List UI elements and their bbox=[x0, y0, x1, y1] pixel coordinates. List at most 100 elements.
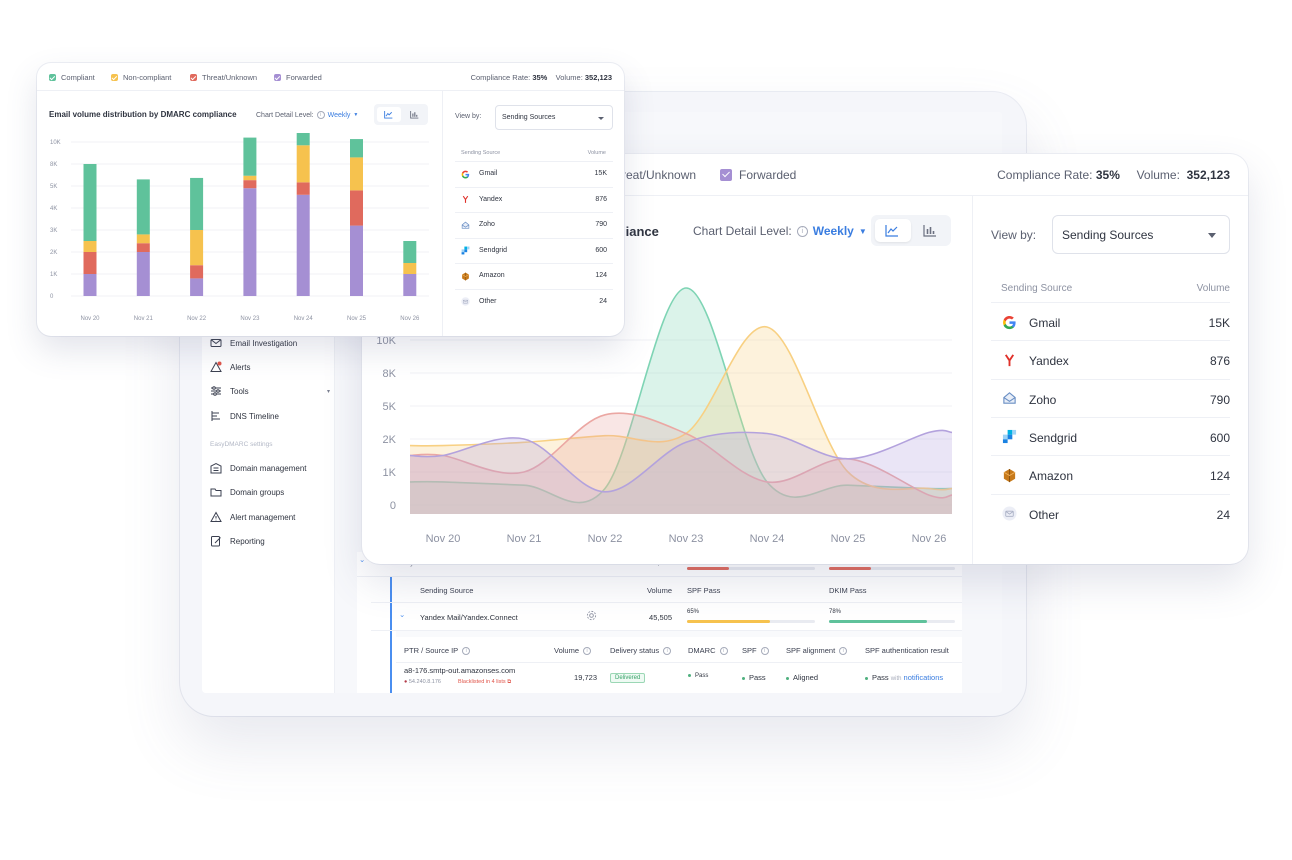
bar-segment[interactable] bbox=[350, 139, 363, 158]
source-row-yandex[interactable]: Yandex 876 bbox=[455, 186, 613, 213]
view-by-select[interactable]: Sending Sources bbox=[495, 105, 613, 130]
bar-segment[interactable] bbox=[136, 234, 150, 244]
source-row-amazon[interactable]: Amazon 124 bbox=[991, 455, 1230, 493]
source-name: Amazon bbox=[479, 272, 505, 279]
bar-segment[interactable] bbox=[243, 180, 257, 189]
chevron-down-icon[interactable]: ▼ bbox=[858, 226, 867, 236]
mail-icon bbox=[1001, 506, 1017, 522]
table-row[interactable]: ⌄ Yandex Mail/Yandex.Connect 45,505 65% … bbox=[371, 603, 962, 631]
checkbox-icon[interactable] bbox=[720, 169, 732, 181]
line-chart-icon bbox=[384, 110, 393, 119]
bar-segment[interactable] bbox=[243, 188, 257, 296]
source-row-yandex[interactable]: Yandex 876 bbox=[991, 340, 1230, 378]
sidebar-item-alerts[interactable]: Alerts bbox=[210, 358, 330, 376]
bar-segment[interactable] bbox=[83, 274, 97, 296]
sidebar-item-domain-management[interactable]: Domain management bbox=[210, 459, 330, 477]
bar-segment[interactable] bbox=[403, 274, 417, 296]
info-icon[interactable]: i bbox=[760, 647, 769, 656]
bar-segment[interactable] bbox=[296, 133, 310, 146]
chevron-down-icon[interactable]: ▼ bbox=[353, 112, 359, 118]
bar-segment[interactable] bbox=[136, 179, 150, 235]
source-row-zoho[interactable]: Zoho 790 bbox=[991, 378, 1230, 417]
source-row-zoho[interactable]: Zoho 790 bbox=[455, 212, 613, 238]
sidebar-item-alert-management[interactable]: Alert management bbox=[210, 508, 330, 526]
bar-segment[interactable] bbox=[243, 137, 257, 176]
bar-segment[interactable] bbox=[190, 278, 204, 296]
bar-segment[interactable] bbox=[136, 243, 150, 252]
legend-threat[interactable]: Threat/Unknown bbox=[190, 73, 257, 82]
bar-chart-icon[interactable] bbox=[923, 224, 937, 237]
sidebar-item-tools[interactable]: Tools ▾ bbox=[210, 382, 330, 400]
source-row-gmail[interactable]: Gmail 15K bbox=[455, 161, 613, 187]
sidebar-item-label: DNS Timeline bbox=[230, 411, 279, 421]
series-line[interactable] bbox=[409, 429, 953, 493]
sidebar-item-domain-groups[interactable]: Domain groups bbox=[210, 483, 330, 501]
checkbox-icon[interactable] bbox=[274, 74, 281, 81]
bar-segment[interactable] bbox=[350, 225, 363, 296]
checkbox-icon[interactable] bbox=[49, 74, 56, 81]
bar-segment[interactable] bbox=[83, 241, 97, 252]
view-by-select[interactable]: Sending Sources bbox=[1052, 215, 1230, 254]
info-icon[interactable]: i bbox=[316, 111, 325, 119]
bar-segment[interactable] bbox=[403, 263, 417, 274]
bar-segment[interactable] bbox=[243, 175, 257, 181]
sidebar-item-email-investigation[interactable]: Email Investigation bbox=[210, 334, 330, 352]
series-line[interactable] bbox=[409, 326, 953, 491]
legend-forwarded[interactable]: Forwarded bbox=[720, 168, 796, 182]
chevron-down-icon[interactable]: ⌄ bbox=[399, 610, 406, 619]
bar-segment[interactable] bbox=[296, 145, 310, 183]
info-icon[interactable]: i bbox=[839, 647, 848, 656]
checkbox-icon[interactable] bbox=[111, 74, 118, 81]
source-volume: 24 bbox=[599, 297, 607, 305]
legend-threat[interactable]: reat/Unknown bbox=[622, 168, 696, 182]
bar-segment[interactable] bbox=[350, 190, 363, 226]
info-icon[interactable]: i bbox=[663, 647, 672, 656]
bar-segment[interactable] bbox=[83, 164, 97, 241]
gear-icon[interactable] bbox=[586, 610, 597, 623]
checkbox-icon[interactable] bbox=[190, 74, 197, 81]
info-icon[interactable]: i bbox=[719, 647, 728, 656]
series-line[interactable] bbox=[409, 412, 953, 499]
blacklist-link[interactable]: Blacklisted in 4 lists ⧉ bbox=[458, 679, 511, 686]
delivery-badge: Delivered bbox=[610, 672, 646, 683]
legend-compliant[interactable]: Compliant bbox=[49, 73, 95, 82]
source-row-sendgrid[interactable]: Sendgrid 600 bbox=[991, 416, 1230, 455]
legend-non-compliant[interactable]: Non-compliant bbox=[111, 73, 171, 82]
bar-segment[interactable] bbox=[350, 157, 363, 191]
bar-segment[interactable] bbox=[403, 241, 417, 263]
chevron-down-icon[interactable]: ⌄ bbox=[359, 555, 366, 564]
volume-header: Volume bbox=[587, 150, 606, 156]
bar-segment[interactable] bbox=[190, 265, 204, 279]
legend-forwarded[interactable]: Forwarded bbox=[274, 73, 322, 82]
header-spf-alignment: SPF alignment i bbox=[786, 646, 848, 656]
source-row-amazon[interactable]: Amazon 124 bbox=[455, 263, 613, 289]
warning-icon bbox=[210, 511, 222, 523]
ip-subtable: PTR / Source IP i Volume i Delivery status… bbox=[396, 631, 962, 693]
bar-segment[interactable] bbox=[190, 230, 204, 266]
table-row[interactable]: a8-176.smtp-out.amazonses.com ● 54.240.8… bbox=[396, 663, 962, 693]
info-icon[interactable]: i bbox=[462, 647, 471, 656]
source-row-other[interactable]: Other 24 bbox=[991, 493, 1230, 532]
source-row-gmail[interactable]: Gmail 15K bbox=[991, 302, 1230, 340]
source-volume: 876 bbox=[1209, 354, 1230, 369]
header-volume: Volume bbox=[646, 586, 672, 595]
bar-segment[interactable] bbox=[296, 194, 310, 296]
bar-segment[interactable] bbox=[296, 182, 310, 195]
info-icon[interactable]: i bbox=[796, 225, 808, 237]
info-icon[interactable]: i bbox=[583, 647, 592, 656]
source-row-sendgrid[interactable]: Sendgrid 600 bbox=[455, 237, 613, 264]
google-icon bbox=[1001, 314, 1017, 330]
sidebar-item-dns-timeline[interactable]: DNS Timeline bbox=[210, 407, 330, 425]
bar-chart-icon[interactable] bbox=[410, 110, 419, 119]
bar-segment[interactable] bbox=[136, 252, 150, 296]
series-line[interactable] bbox=[409, 287, 953, 504]
volume-label: Volume: bbox=[555, 73, 583, 82]
source-row-other[interactable]: Other 24 bbox=[455, 288, 613, 315]
weekly-dropdown[interactable]: Weekly bbox=[812, 224, 854, 238]
panel-divider bbox=[972, 196, 973, 564]
bar-segment[interactable] bbox=[190, 177, 204, 230]
weekly-dropdown[interactable]: Weekly bbox=[327, 111, 351, 119]
notifications-link[interactable]: notifications bbox=[903, 673, 944, 682]
sidebar-item-reporting[interactable]: Reporting bbox=[210, 532, 330, 550]
bar-segment[interactable] bbox=[83, 252, 97, 274]
